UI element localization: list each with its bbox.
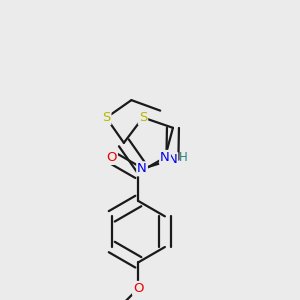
Text: N: N <box>167 153 177 166</box>
Text: S: S <box>139 111 147 124</box>
Text: N: N <box>160 151 170 164</box>
Text: H: H <box>179 151 188 164</box>
Text: S: S <box>102 111 110 124</box>
Text: N: N <box>137 162 147 175</box>
Text: O: O <box>106 151 117 164</box>
Text: O: O <box>133 282 144 295</box>
